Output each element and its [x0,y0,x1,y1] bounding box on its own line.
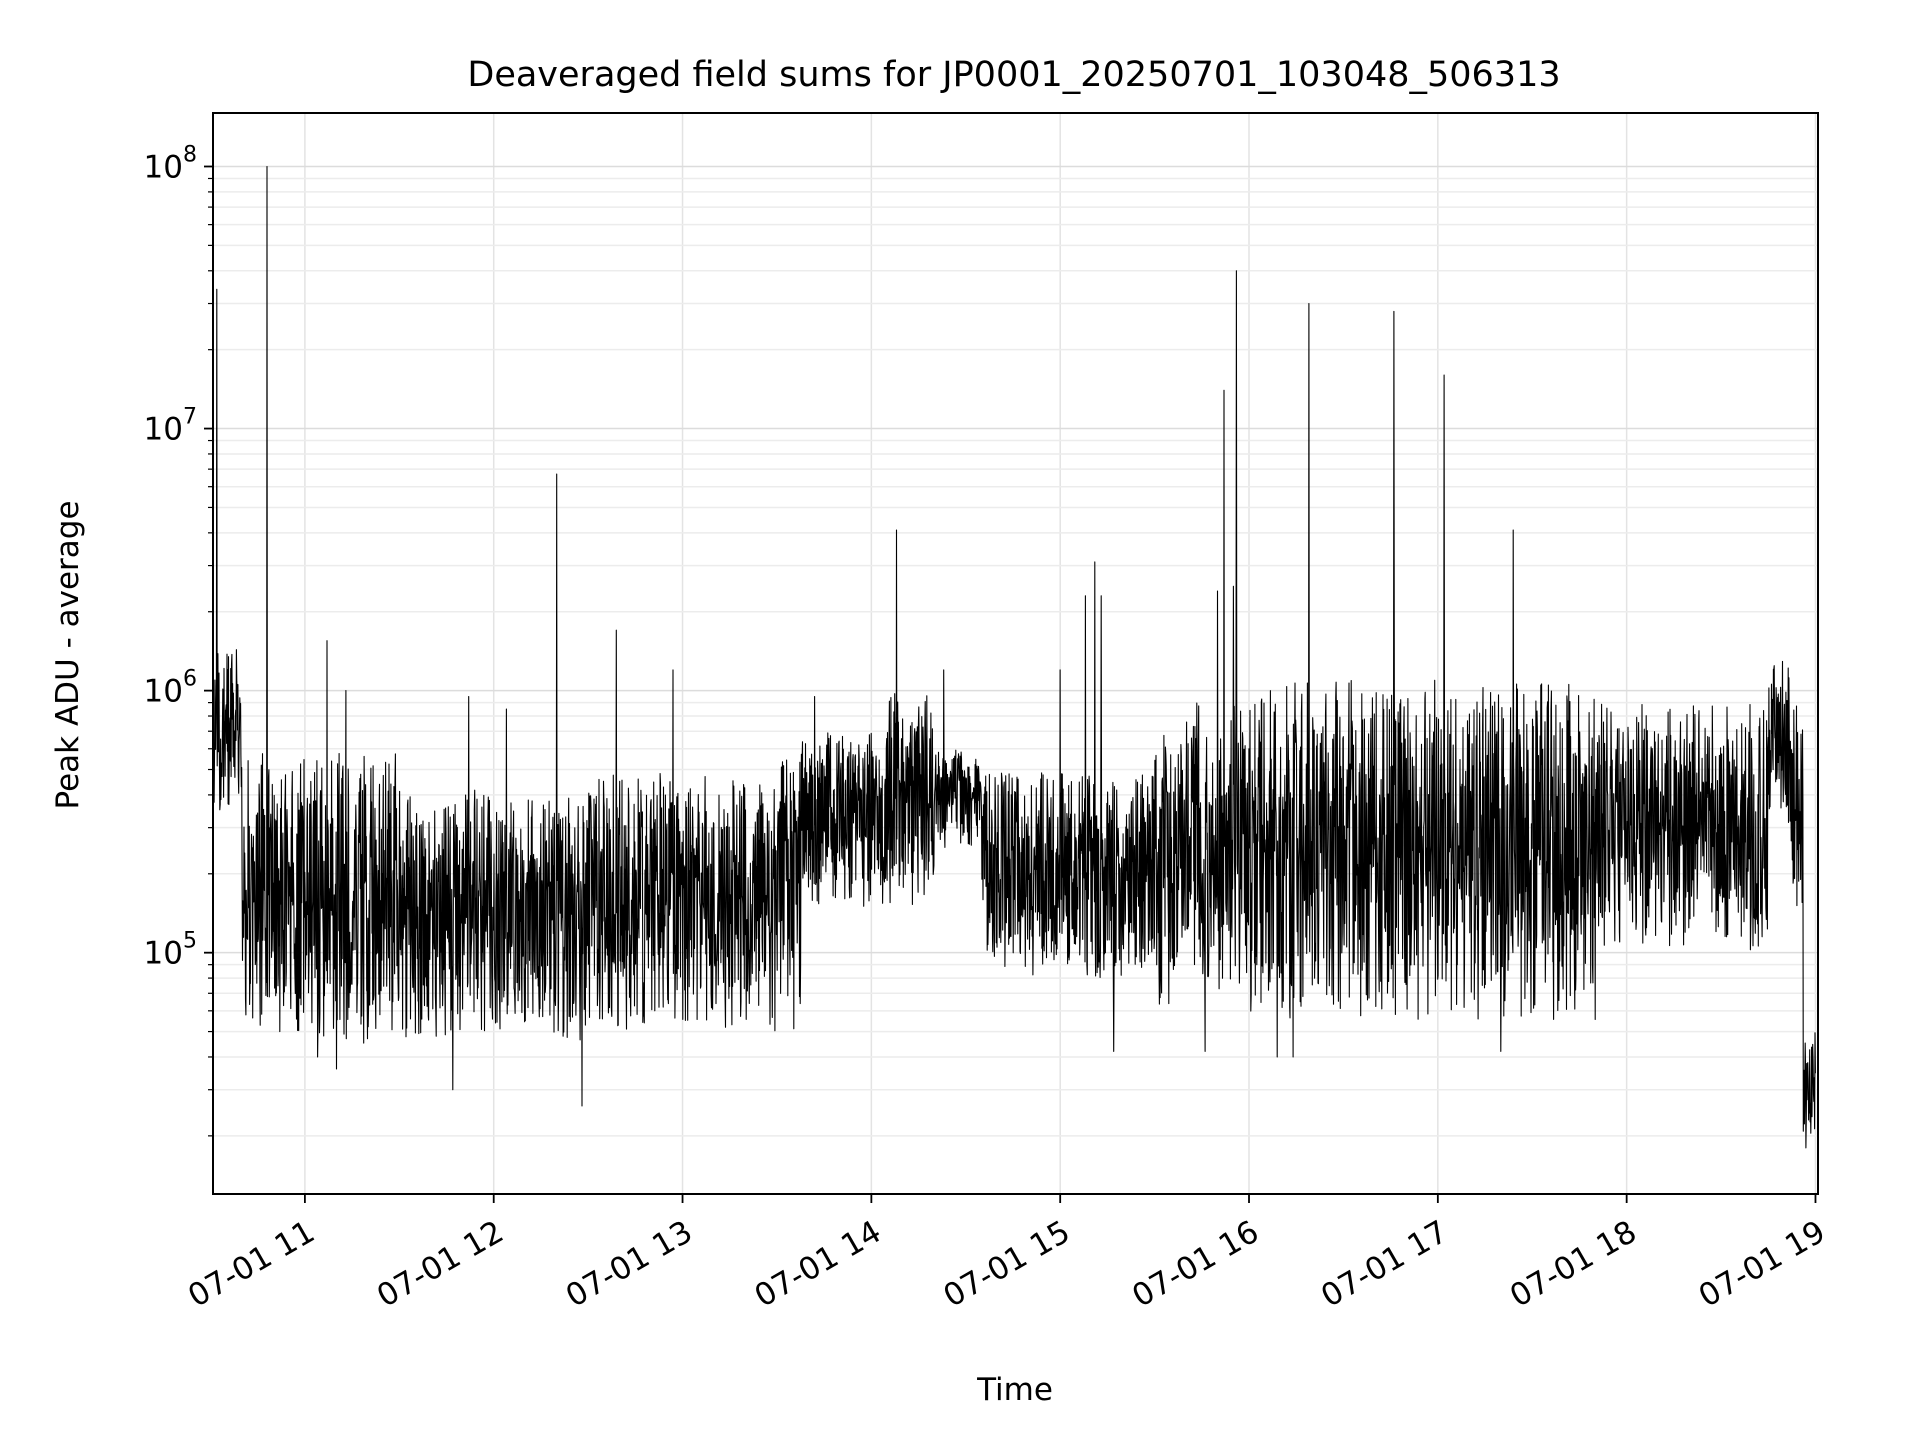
chart-title: Deaveraged field sums for JP0001_2025070… [467,55,1560,95]
y-tick-label: 105 [144,929,197,972]
plot-area [213,165,1816,1149]
y-tick-label: 106 [144,667,197,710]
y-axis: 105 106 107 108 [144,142,213,1137]
y-axis-label: Peak ADU - average [50,500,86,809]
series-line [213,165,1816,1149]
plot-frame [212,112,1819,1195]
y-tick-label: 108 [144,142,197,185]
x-axis-label: Time [976,1372,1053,1408]
y-tick-label: 107 [144,405,197,448]
